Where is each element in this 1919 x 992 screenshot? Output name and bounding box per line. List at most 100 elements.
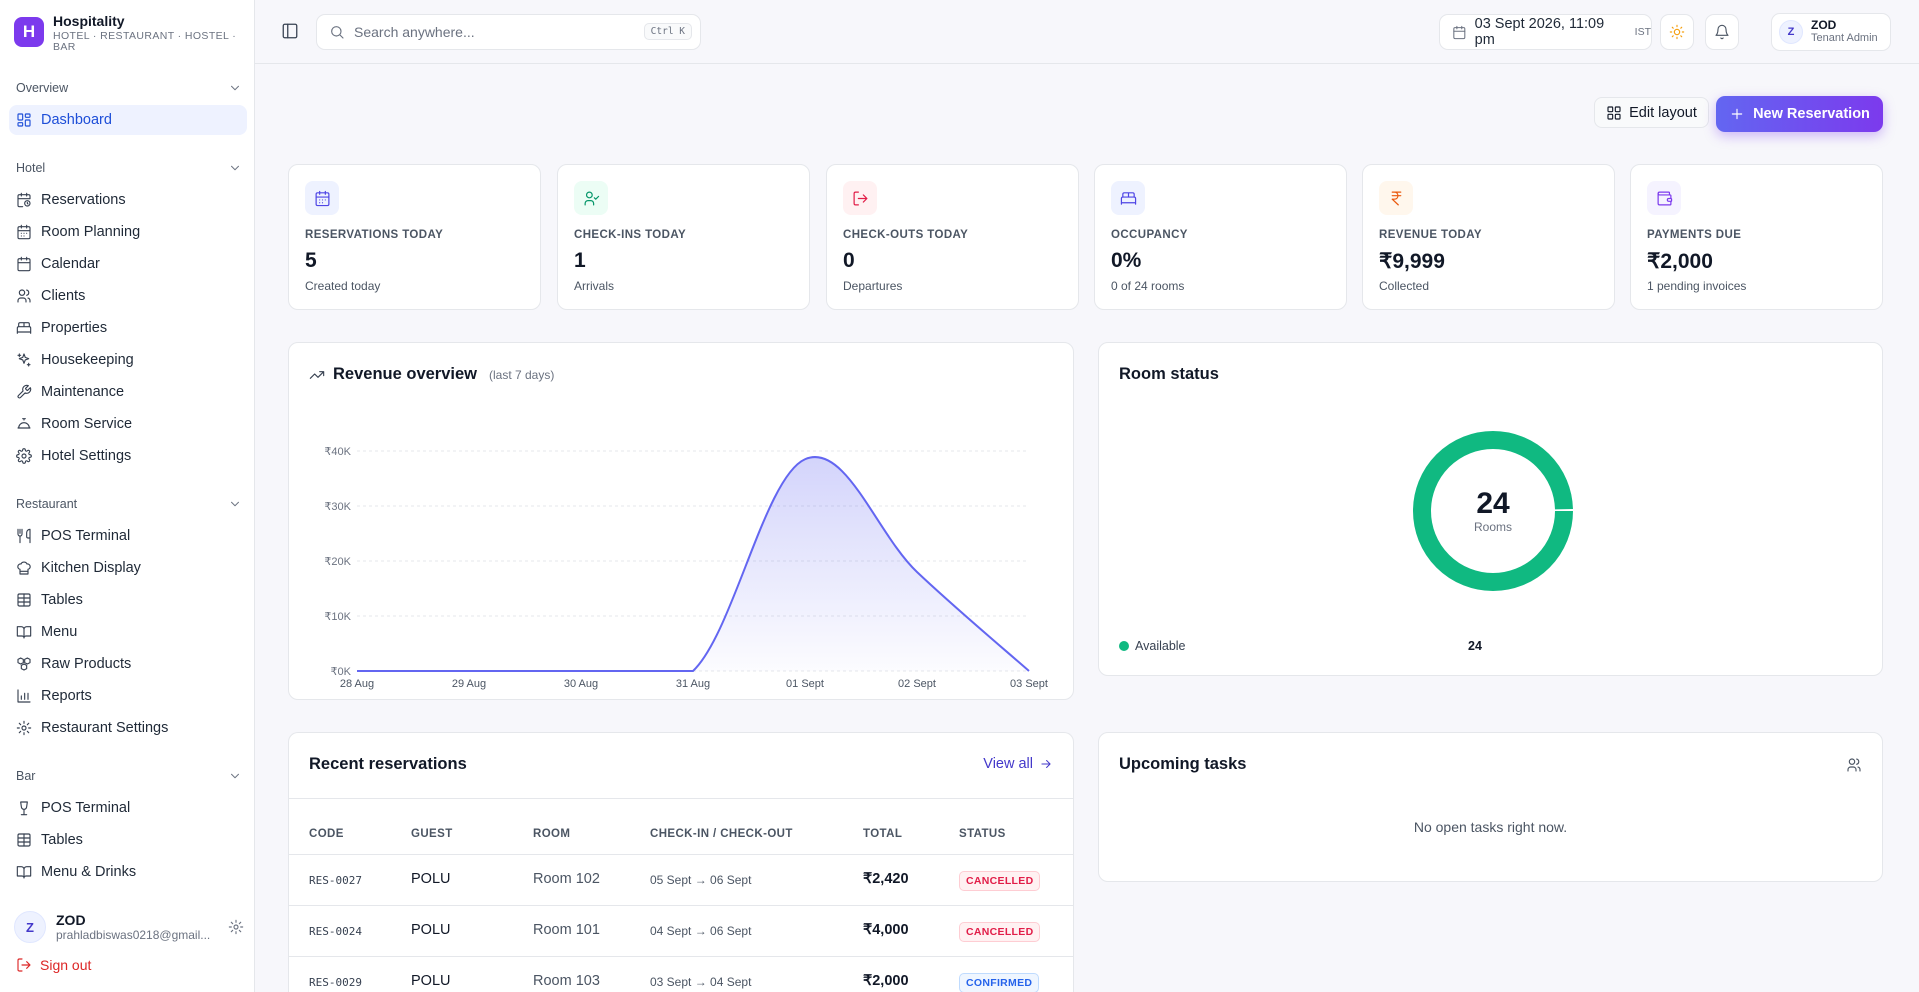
sidebar-user[interactable]: Z ZOD prahladbiswas0218@gmail...: [14, 907, 244, 947]
sidebar-item-kitchen-display[interactable]: Kitchen Display: [9, 553, 247, 583]
sidebar-item-restaurant-tables[interactable]: Tables: [9, 585, 247, 615]
kpi-card-occupancy[interactable]: OCCUPANCY 0% 0 of 24 rooms: [1094, 164, 1347, 310]
cell-room: Room 102: [533, 871, 600, 887]
sidebar-item-label: Calendar: [41, 256, 100, 272]
kpi-card-revenue[interactable]: REVENUE TODAY ₹9,999 Collected: [1362, 164, 1615, 310]
section-hotel-label: Hotel: [16, 161, 46, 175]
notifications-button[interactable]: [1705, 14, 1739, 50]
view-all-link[interactable]: View all: [983, 756, 1053, 772]
revenue-header: Revenue overview (last 7 days): [309, 365, 554, 384]
sidebar-item-room-service[interactable]: Room Service: [9, 409, 247, 439]
edit-layout-label: Edit layout: [1629, 104, 1697, 121]
sidebar-item-label: Room Service: [41, 416, 133, 432]
legend-dot: [1119, 641, 1129, 651]
column-header: TOTAL: [863, 828, 903, 840]
cell-guest: POLU: [411, 922, 451, 938]
table-row[interactable]: RES-0029 POLU Room 103 03 Sept → 04 Sept…: [289, 957, 1073, 992]
sidebar-item-reservations[interactable]: Reservations: [9, 185, 247, 215]
section-overview-toggle[interactable]: Overview: [16, 78, 242, 98]
x-tick-label: 03 Sept: [1010, 678, 1048, 690]
chevron-down-icon: [231, 773, 239, 779]
kpi-card-checkins[interactable]: CHECK-INS TODAY 1 Arrivals: [557, 164, 810, 310]
user-check-icon: [584, 191, 599, 205]
wine-icon: [20, 801, 28, 816]
table-row[interactable]: RES-0024 POLU Room 101 04 Sept → 06 Sept…: [289, 906, 1073, 957]
sidebar-item-bar-tables[interactable]: Tables: [9, 825, 247, 855]
sidebar-item-restaurant-settings[interactable]: Restaurant Settings: [9, 713, 247, 743]
cell-dates: 03 Sept → 04 Sept: [650, 975, 752, 989]
section-bar-toggle[interactable]: Bar: [16, 766, 242, 786]
edit-layout-button[interactable]: Edit layout: [1594, 97, 1709, 128]
cell-code: RES-0027: [309, 874, 362, 887]
y-tick-label: ₹40K: [324, 446, 351, 458]
chef-hat-icon: [17, 561, 31, 575]
sparkles-icon: [17, 353, 31, 367]
cloche-icon: [17, 418, 31, 429]
search-input[interactable]: [354, 24, 634, 40]
kpi-subtext: Created today: [305, 279, 381, 293]
sidebar-toggle-icon[interactable]: [281, 22, 299, 40]
sidebar-item-label: Maintenance: [41, 384, 125, 400]
sidebar-item-clients[interactable]: Clients: [9, 281, 247, 311]
brand-subtitle: HOTEL · RESTAURANT · HOSTEL · BAR: [53, 30, 237, 53]
kpi-card-checkouts[interactable]: CHECK-OUTS TODAY 0 Departures: [826, 164, 1079, 310]
sidebar-item-room-planning[interactable]: Room Planning: [9, 217, 247, 247]
sidebar-item-label: Hotel Settings: [41, 448, 132, 464]
sidebar-item-label: Kitchen Display: [41, 560, 141, 576]
sidebar-item-calendar[interactable]: Calendar: [9, 249, 247, 279]
datetime-display[interactable]: 03 Sept 2026, 11:09 pm IST: [1439, 14, 1652, 50]
kpi-icon-wrap: [305, 181, 339, 215]
sidebar-item-properties[interactable]: Properties: [9, 313, 247, 343]
users-icon[interactable]: [1846, 757, 1862, 773]
sidebar-item-restaurant-pos[interactable]: POS Terminal: [9, 521, 247, 551]
kpi-label: RESERVATIONS TODAY: [305, 229, 444, 241]
theme-toggle-button[interactable]: [1660, 14, 1694, 50]
sidebar-item-housekeeping[interactable]: Housekeeping: [9, 345, 247, 375]
sidebar-item-menu-drinks[interactable]: Menu & Drinks: [9, 857, 247, 887]
x-tick-label: 02 Sept: [898, 678, 936, 690]
section-restaurant-toggle[interactable]: Restaurant: [16, 494, 242, 514]
cell-guest: POLU: [411, 973, 451, 989]
brand[interactable]: H Hospitality HOTEL · RESTAURANT · HOSTE…: [14, 13, 243, 53]
sidebar-item-bar-pos[interactable]: POS Terminal: [9, 793, 247, 823]
section-restaurant-label: Restaurant: [16, 497, 78, 511]
kpi-value: 1: [574, 249, 586, 272]
user-menu[interactable]: Z ZOD Tenant Admin: [1771, 13, 1891, 51]
calendar-icon: [17, 256, 31, 272]
arrow-right-icon: [1041, 760, 1051, 768]
kpi-card-reservations[interactable]: RESERVATIONS TODAY 5 Created today: [288, 164, 541, 310]
search-box[interactable]: Ctrl K: [316, 14, 701, 50]
brand-logo: H: [14, 17, 44, 47]
kpi-value: ₹9,999: [1379, 250, 1445, 273]
table-icon: [17, 593, 31, 607]
kpi-label: REVENUE TODAY: [1379, 229, 1482, 241]
user-name: ZOD: [1811, 18, 1837, 32]
new-reservation-button[interactable]: New Reservation: [1716, 96, 1883, 132]
table-row[interactable]: RES-0027 POLU Room 102 05 Sept → 06 Sept…: [289, 855, 1073, 906]
status-badge: CANCELLED: [959, 922, 1041, 942]
sidebar-item-label: Restaurant Settings: [41, 720, 169, 736]
sidebar-item-reports[interactable]: Reports: [9, 681, 247, 711]
sidebar-item-menu[interactable]: Menu: [9, 617, 247, 647]
donut-center: 24 Rooms: [1411, 429, 1575, 593]
kpi-subtext: Arrivals: [574, 279, 615, 293]
gear-icon[interactable]: [228, 919, 244, 935]
column-header: CHECK-IN / CHECK-OUT: [650, 828, 793, 840]
sign-out-label: Sign out: [40, 957, 92, 973]
sign-out-button[interactable]: Sign out: [16, 957, 91, 973]
log-out-icon: [853, 191, 867, 205]
sidebar-item-hotel-settings[interactable]: Hotel Settings: [9, 441, 247, 471]
search-icon: [331, 26, 344, 39]
section-hotel-toggle[interactable]: Hotel: [16, 158, 242, 178]
kpi-label: OCCUPANCY: [1111, 229, 1188, 241]
sidebar-item-dashboard[interactable]: Dashboard: [9, 105, 247, 135]
cell-total: ₹4,000: [863, 922, 909, 938]
sidebar-item-raw-products[interactable]: Raw Products: [9, 649, 247, 679]
x-tick-label: 01 Sept: [786, 678, 824, 690]
donut-slice-available[interactable]: [1413, 431, 1573, 591]
kpi-card-payments-due[interactable]: PAYMENTS DUE ₹2,000 1 pending invoices: [1630, 164, 1883, 310]
cell-dates: 04 Sept → 06 Sept: [650, 924, 752, 938]
sidebar-item-label: Dashboard: [41, 112, 112, 128]
table-icon: [17, 833, 31, 847]
sidebar-item-maintenance[interactable]: Maintenance: [9, 377, 247, 407]
